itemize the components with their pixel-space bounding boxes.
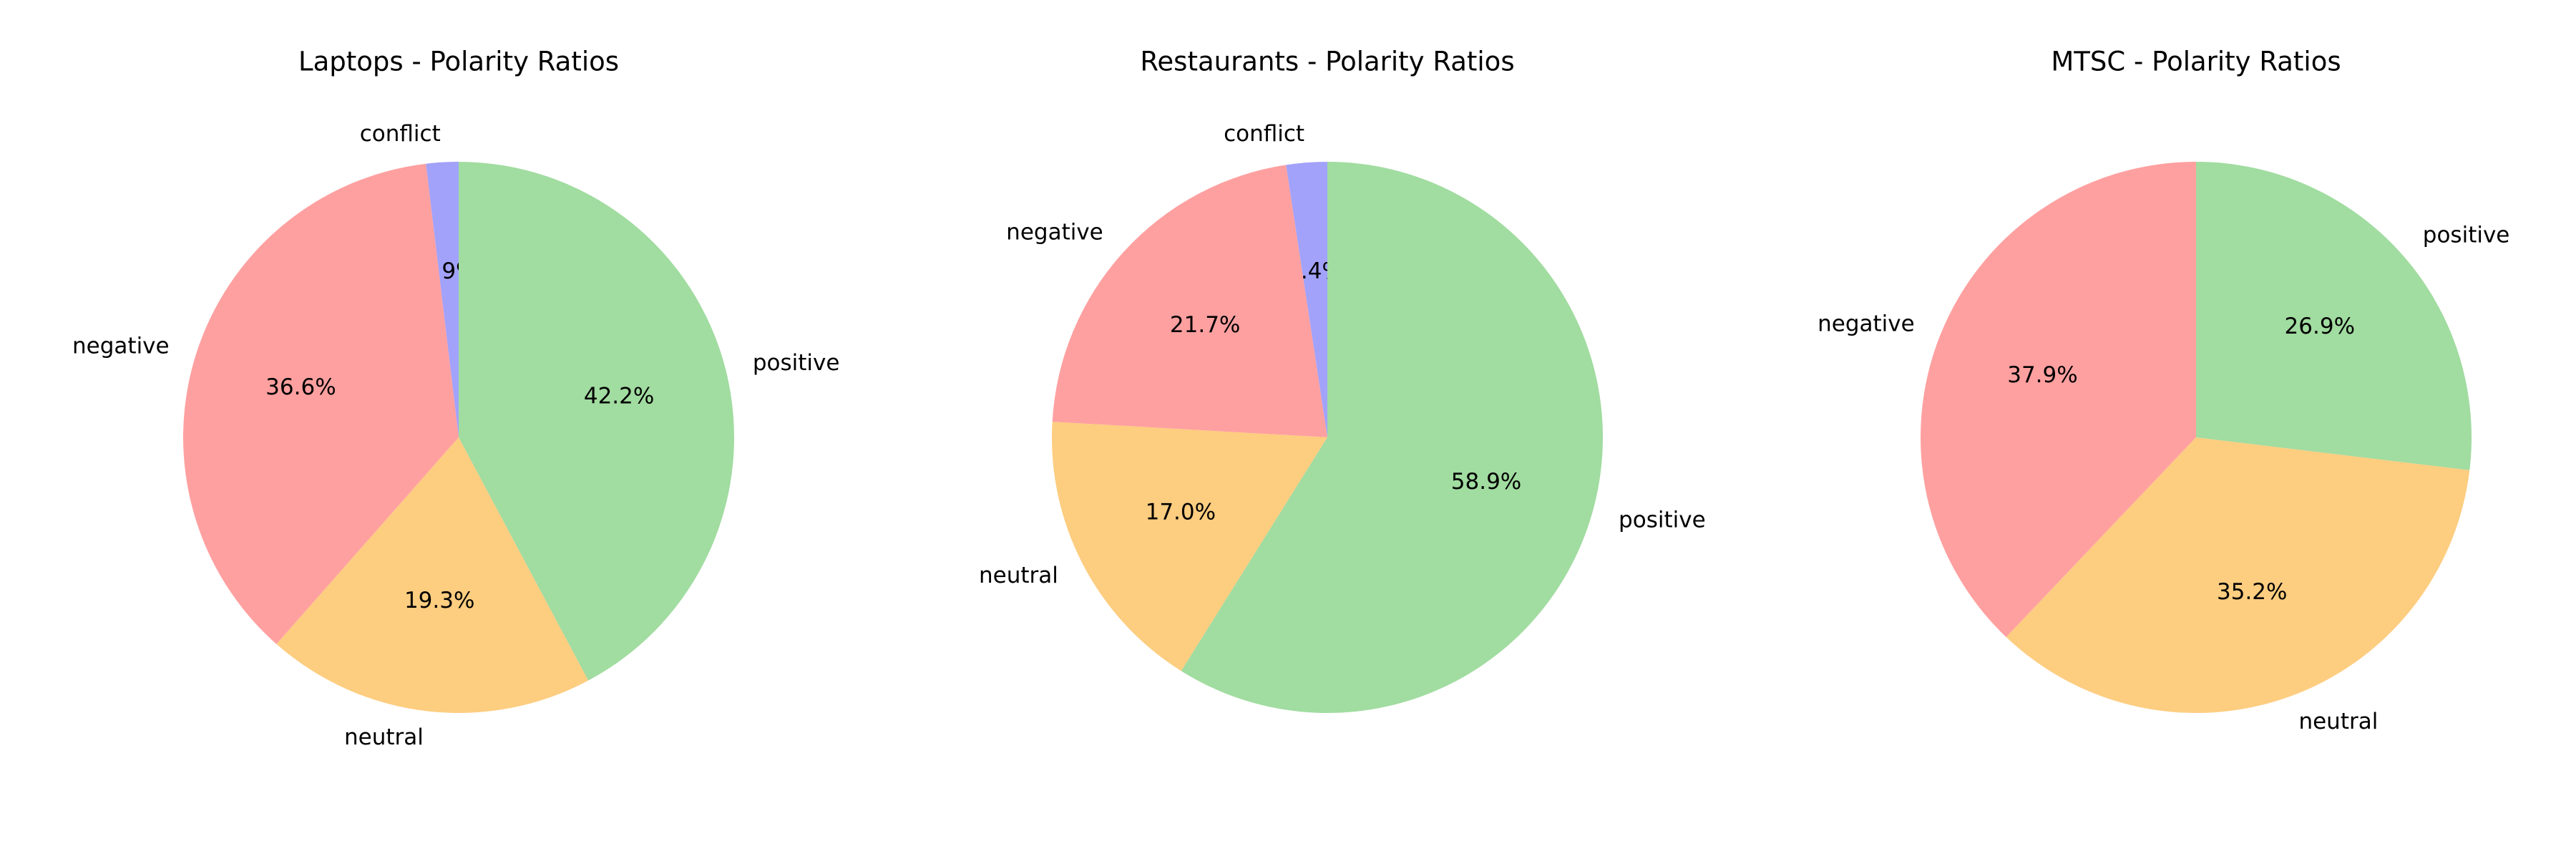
slice-label: negative xyxy=(72,334,170,359)
chart-title: Restaurants - Polarity Ratios xyxy=(1140,47,1514,77)
value-label: 19.3% xyxy=(404,588,474,613)
slice-label: neutral xyxy=(979,563,1058,588)
chart-title: MTSC - Polarity Ratios xyxy=(2051,47,2341,77)
pie-slice xyxy=(2196,162,2472,470)
pie-slice xyxy=(2006,437,2470,713)
pie-slice xyxy=(459,162,734,681)
slice-label: conflict xyxy=(1224,121,1304,147)
chart-title: Laptops - Polarity Ratios xyxy=(298,47,619,77)
value-label: 21.7% xyxy=(1170,312,1240,338)
value-label: 42.2% xyxy=(584,383,654,409)
pie-slice xyxy=(1051,422,1327,671)
slice-label: neutral xyxy=(2298,709,2378,734)
slice-label: conflict xyxy=(360,121,441,147)
pie-slice xyxy=(1052,165,1327,437)
pie-slice xyxy=(1181,162,1604,713)
pie-slice xyxy=(426,162,459,437)
slice-label: negative xyxy=(1818,311,1915,336)
pie-slice xyxy=(1286,162,1327,437)
value-label: 35.2% xyxy=(2217,579,2287,605)
slice-label: neutral xyxy=(344,724,424,750)
slice-label: negative xyxy=(1006,219,1103,245)
value-label: 36.6% xyxy=(265,374,336,400)
slice-label: positive xyxy=(753,350,840,376)
value-label: 26.9% xyxy=(2285,314,2355,339)
pie-slice xyxy=(1921,162,2196,637)
pie-slice xyxy=(276,437,589,713)
slice-label: positive xyxy=(1619,507,1706,533)
value-label: 58.9% xyxy=(1451,469,1521,495)
slice-label: positive xyxy=(2423,222,2510,248)
pie-slice xyxy=(182,163,459,644)
value-label: 37.9% xyxy=(2007,362,2077,388)
value-label: 17.0% xyxy=(1146,500,1216,525)
